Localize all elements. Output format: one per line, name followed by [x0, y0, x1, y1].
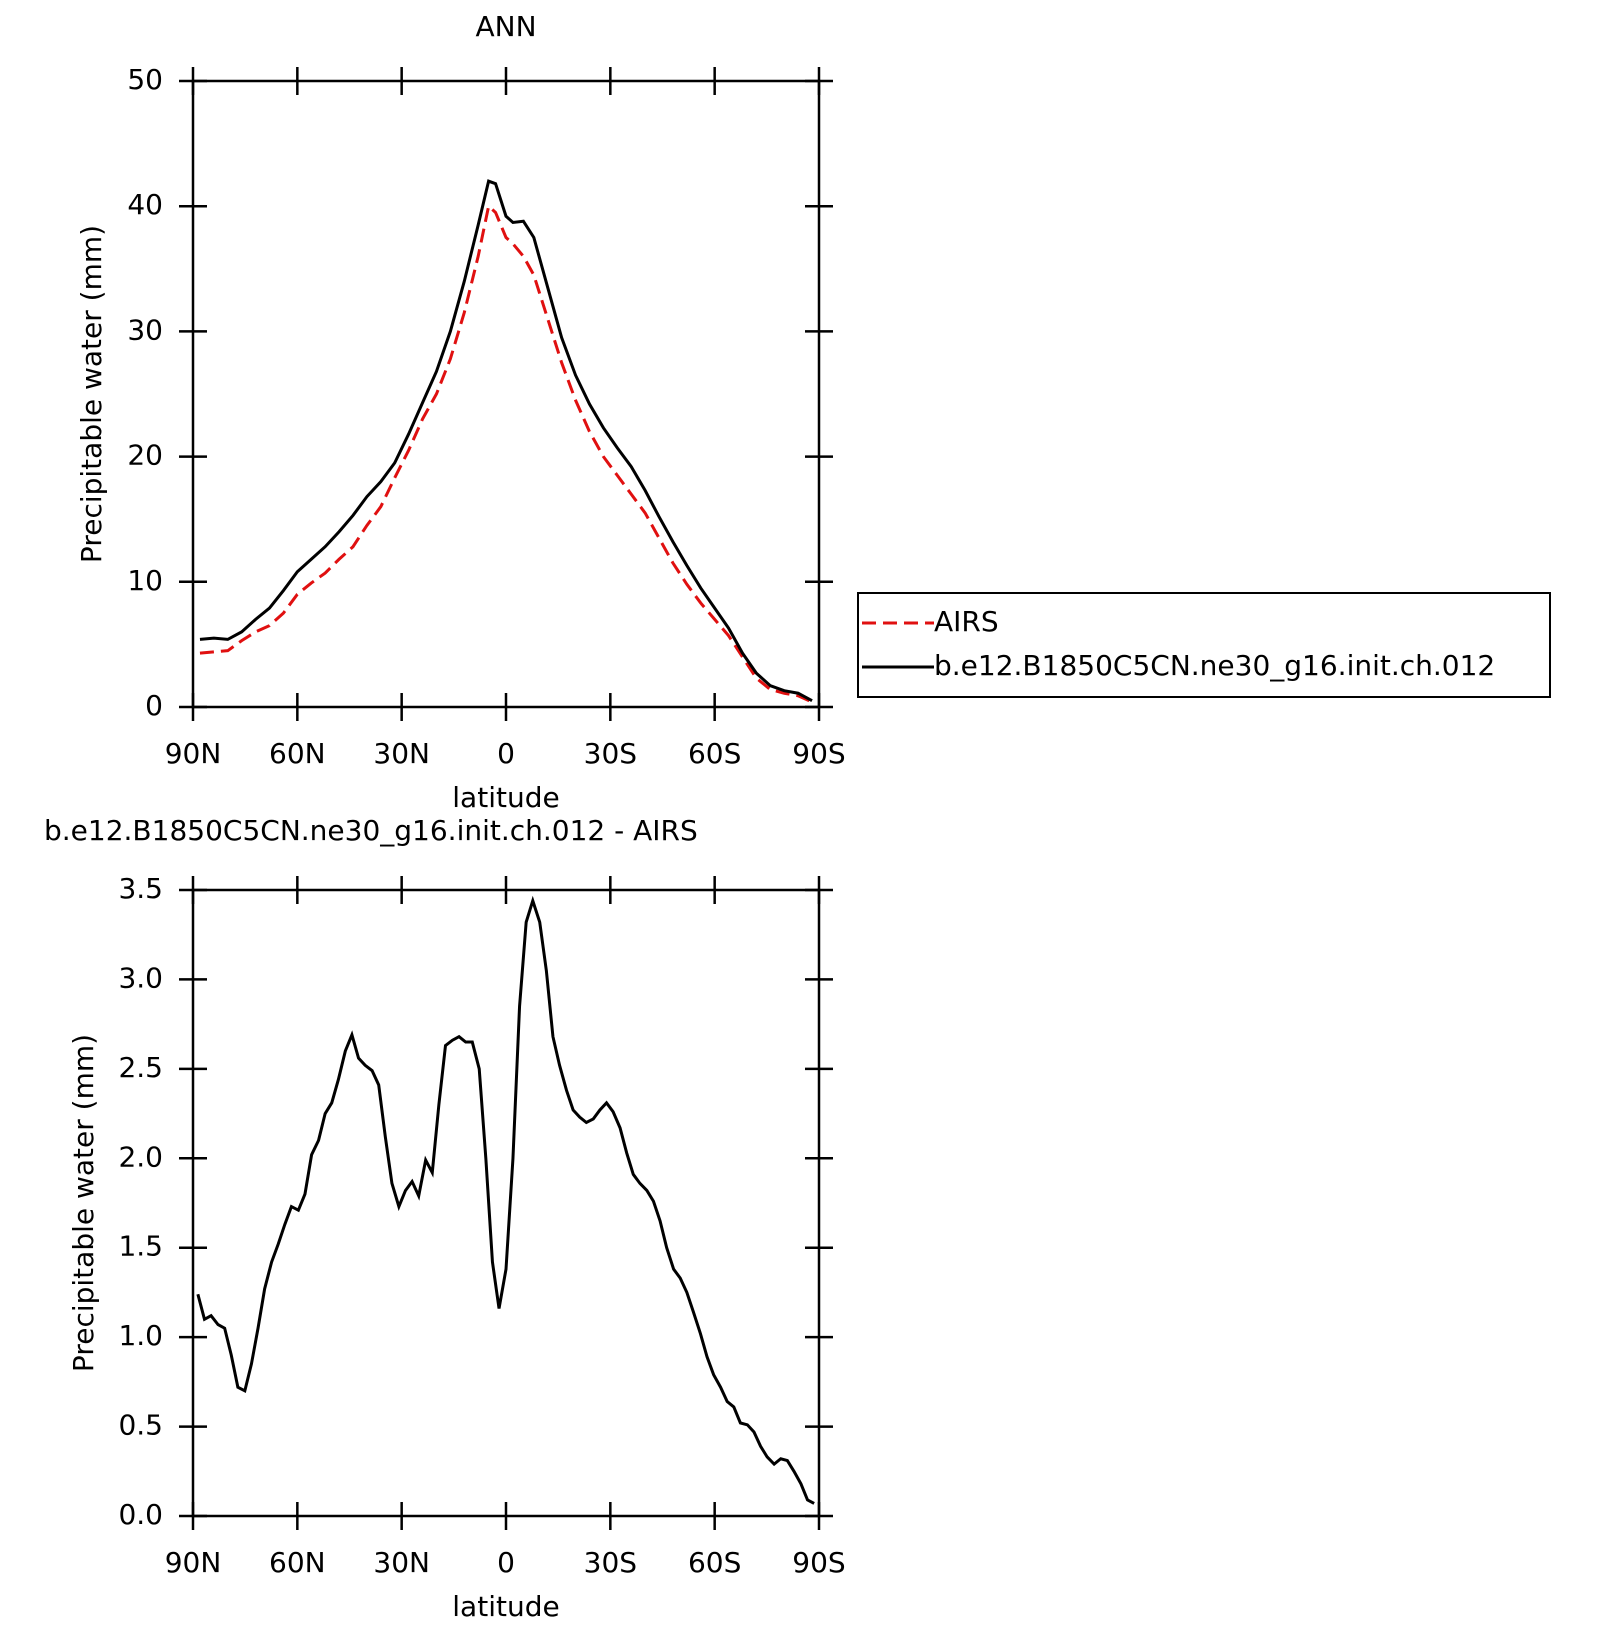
x-tick-label: 0 — [497, 737, 515, 770]
y-tick-label: 0.5 — [118, 1409, 163, 1442]
y-tick-label: 3.5 — [118, 872, 163, 905]
x-tick-label: 60S — [688, 1546, 741, 1579]
data-line — [196, 895, 815, 1505]
x-axis-label: latitude — [452, 1590, 559, 1623]
x-tick-label: 60S — [688, 737, 741, 770]
legend-box — [857, 592, 1551, 698]
y-tick-label: 2.0 — [118, 1140, 163, 1173]
x-tick-label: 0 — [497, 1546, 515, 1579]
x-tick-label: 60N — [269, 1546, 326, 1579]
y-tick-label: 3.0 — [118, 961, 163, 994]
x-tick-label: 30N — [373, 737, 430, 770]
y-tick-label: 50 — [127, 63, 163, 96]
y-tick-label: 0.0 — [118, 1498, 163, 1531]
x-tick-label: 90N — [165, 1546, 222, 1579]
x-tick-label: 30S — [584, 1546, 637, 1579]
y-axis-label: Precipitable water (mm) — [67, 1034, 100, 1372]
y-tick-label: 10 — [127, 564, 163, 597]
y-tick-label: 40 — [127, 188, 163, 221]
plot-frame — [191, 79, 821, 709]
y-tick-label: 1.0 — [118, 1319, 163, 1352]
data-line — [199, 203, 813, 704]
x-tick-label: 30N — [373, 1546, 430, 1579]
y-tick-label: 0 — [145, 689, 163, 722]
y-tick-label: 30 — [127, 313, 163, 346]
legend-label: AIRS — [934, 605, 999, 638]
x-axis-label: latitude — [452, 781, 559, 814]
x-tick-label: 30S — [584, 737, 637, 770]
x-tick-label: 90S — [792, 737, 845, 770]
y-tick-label: 1.5 — [118, 1230, 163, 1263]
x-tick-label: 90S — [792, 1546, 845, 1579]
y-axis-label: Precipitable water (mm) — [75, 225, 108, 563]
x-tick-label: 90N — [165, 737, 222, 770]
y-tick-label: 2.5 — [118, 1051, 163, 1084]
x-tick-label: 60N — [269, 737, 326, 770]
chart-title: b.e12.B1850C5CN.ne30_g16.init.ch.012 - A… — [44, 814, 698, 847]
data-line — [199, 179, 813, 703]
chart-title: ANN — [475, 10, 536, 43]
plot-frame — [191, 888, 821, 1518]
legend-label: b.e12.B1850C5CN.ne30_g16.init.ch.012 — [934, 649, 1495, 682]
y-tick-label: 20 — [127, 439, 163, 472]
